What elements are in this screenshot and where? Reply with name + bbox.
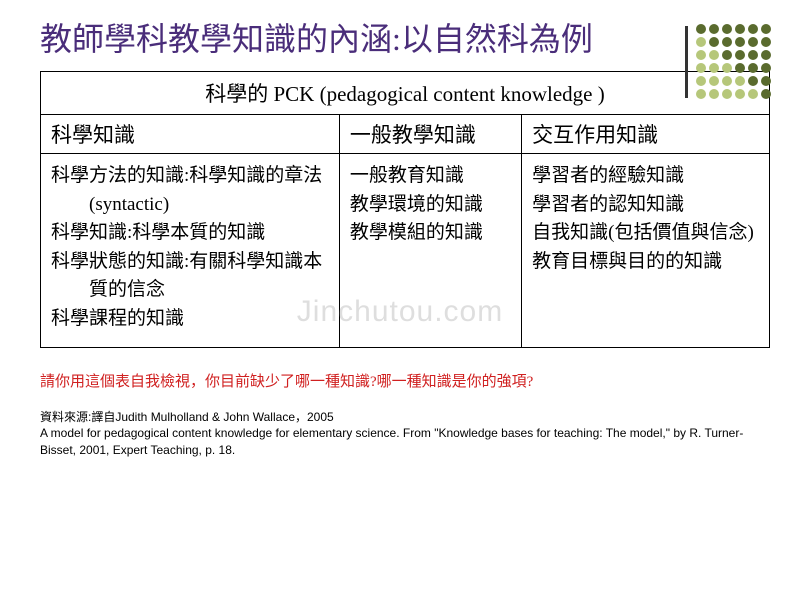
decorative-dot <box>696 37 706 47</box>
decorative-dot <box>761 89 771 99</box>
dot-row <box>694 87 772 100</box>
col3-item: 學習者的認知知識 <box>532 191 759 220</box>
decorative-dot <box>748 76 758 86</box>
decorative-dot <box>748 37 758 47</box>
decorative-dot <box>709 24 719 34</box>
col1-item: 科學狀態的知識:有關科學知識本質的信念 <box>51 248 329 305</box>
source-citation: 資料來源:譯自Judith Mulholland & John Wallace，… <box>40 409 770 458</box>
source-line-2: A model for pedagogical content knowledg… <box>40 426 743 456</box>
col-header-2: 一般教學知識 <box>339 115 521 154</box>
decorative-dot <box>748 89 758 99</box>
slide-title: 教師學科教學知識的內涵:以自然科為例 <box>40 18 770 61</box>
dot-row <box>694 48 772 61</box>
decorative-dot <box>722 24 732 34</box>
dot-row <box>694 35 772 48</box>
decorative-dot <box>722 89 732 99</box>
col1-item: 科學課程的知識 <box>51 305 329 334</box>
source-line-1: 資料來源:譯自Judith Mulholland & John Wallace，… <box>40 410 334 424</box>
decorative-dot <box>709 76 719 86</box>
reflection-prompt: 請你用這個表自我檢視，你目前缺少了哪一種知識?哪一種知識是你的強項? <box>40 370 770 391</box>
decorative-dot <box>722 76 732 86</box>
decorative-dot <box>709 89 719 99</box>
col1-item: 科學方法的知識:科學知識的章法(syntactic) <box>51 162 329 219</box>
dot-row <box>694 22 772 35</box>
cell-col1: 科學方法的知識:科學知識的章法(syntactic) 科學知識:科學本質的知識 … <box>41 154 340 348</box>
decorative-dot <box>735 89 745 99</box>
col2-item: 教學環境的知識 <box>350 191 511 220</box>
decorative-dot <box>761 76 771 86</box>
col3-item: 教育目標與目的的知識 <box>532 248 759 277</box>
decorative-dot <box>735 50 745 60</box>
decorative-dot <box>722 37 732 47</box>
decorative-dot <box>709 37 719 47</box>
decorative-dot <box>722 50 732 60</box>
decorative-dot <box>748 24 758 34</box>
decorative-dot <box>748 50 758 60</box>
decorative-dot <box>696 50 706 60</box>
decorative-dot <box>761 63 771 73</box>
col-header-3: 交互作用知識 <box>522 115 770 154</box>
accent-vertical-line <box>685 26 688 98</box>
dot-row <box>694 61 772 74</box>
col1-item: 科學知識:科學本質的知識 <box>51 219 329 248</box>
decorative-dot <box>722 63 732 73</box>
decorative-dot <box>761 24 771 34</box>
decorative-dot <box>735 76 745 86</box>
slide-container: 教師學科教學知識的內涵:以自然科為例 科學的 PCK (pedagogical … <box>0 0 800 600</box>
col2-item: 一般教育知識 <box>350 162 511 191</box>
dot-row <box>694 74 772 87</box>
table-header-row: 科學的 PCK (pedagogical content knowledge ) <box>41 72 770 115</box>
decorative-dot <box>696 24 706 34</box>
decorative-dot <box>709 50 719 60</box>
col-header-1: 科學知識 <box>41 115 340 154</box>
decorative-dot <box>748 63 758 73</box>
decorative-dot <box>761 50 771 60</box>
table-header-cell: 科學的 PCK (pedagogical content knowledge ) <box>41 72 770 115</box>
pck-table: 科學的 PCK (pedagogical content knowledge )… <box>40 71 770 348</box>
cell-col3: 學習者的經驗知識 學習者的認知知識 自我知識(包括價值與信念) 教育目標與目的的… <box>522 154 770 348</box>
col2-item: 教學模組的知識 <box>350 219 511 248</box>
decorative-dot <box>696 63 706 73</box>
decorative-dot <box>735 24 745 34</box>
decorative-dot-grid <box>694 22 772 100</box>
decorative-dot <box>696 76 706 86</box>
decorative-dot <box>735 37 745 47</box>
col3-item: 學習者的經驗知識 <box>532 162 759 191</box>
decorative-dot <box>735 63 745 73</box>
cell-col2: 一般教育知識 教學環境的知識 教學模組的知識 <box>339 154 521 348</box>
table-body-row: 科學方法的知識:科學知識的章法(syntactic) 科學知識:科學本質的知識 … <box>41 154 770 348</box>
table-column-headers: 科學知識 一般教學知識 交互作用知識 <box>41 115 770 154</box>
decorative-dot <box>696 89 706 99</box>
decorative-dot <box>761 37 771 47</box>
col3-item: 自我知識(包括價值與信念) <box>532 219 759 248</box>
decorative-dot <box>709 63 719 73</box>
